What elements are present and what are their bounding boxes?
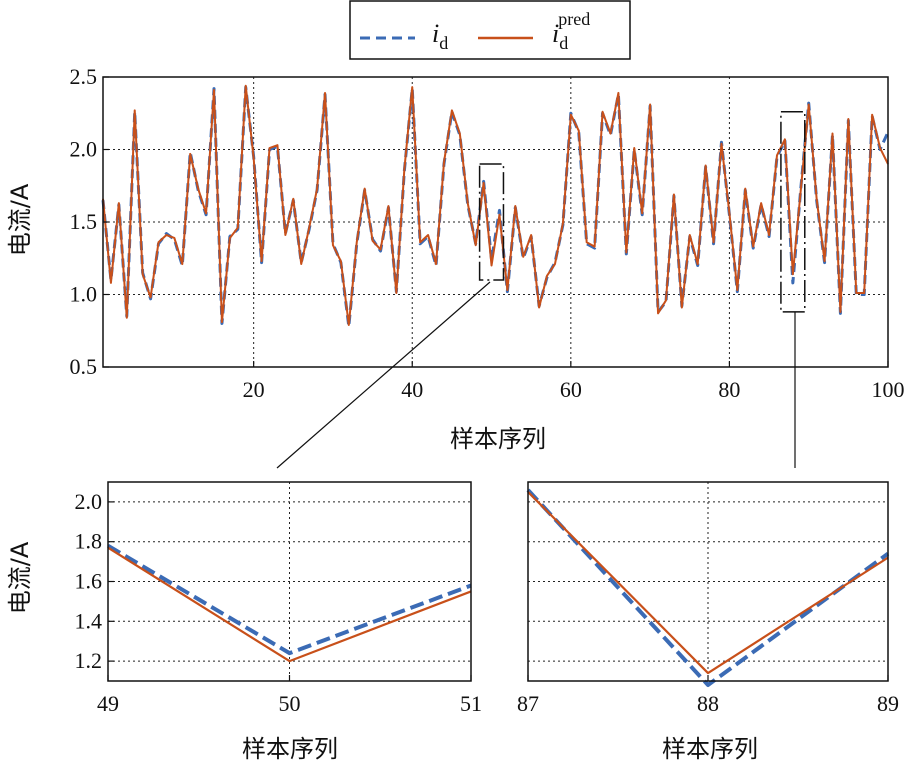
zoom2-x-axis-label: 样本序列 xyxy=(662,735,758,763)
zoom-box xyxy=(780,111,806,313)
x-tick-label: 60 xyxy=(560,377,582,402)
x-tick-label: 80 xyxy=(718,377,740,402)
zoom2-series xyxy=(526,488,890,687)
main-y-ticks: 0.5 1.0 1.5 2.0 2.5 xyxy=(70,64,109,379)
main-x-axis-label: 样本序列 xyxy=(450,425,546,453)
y-tick-label: 1.6 xyxy=(75,569,103,594)
zoom1-x-ticks: 49 50 51 xyxy=(97,675,482,716)
x-tick-label: 89 xyxy=(877,691,899,716)
x-tick-label: 87 xyxy=(517,691,539,716)
main-zoom-boxes xyxy=(478,111,806,313)
x-tick-label: 49 xyxy=(97,691,119,716)
y-tick-label: 1.4 xyxy=(75,608,103,633)
y-tick-label: 1.0 xyxy=(70,282,98,307)
legend-label-id: id xyxy=(432,19,448,53)
zoom1-series xyxy=(106,543,472,663)
y-tick-label: 1.2 xyxy=(75,648,103,673)
legend-label-pred: idpred xyxy=(552,9,590,53)
x-tick-label: 40 xyxy=(401,377,423,402)
series-line-pred xyxy=(107,546,472,663)
x-tick-label: 88 xyxy=(697,691,719,716)
y-tick-label: 2.0 xyxy=(75,489,103,514)
y-tick-label: 2.5 xyxy=(70,64,98,89)
series-line-id xyxy=(106,543,472,656)
x-tick-label: 51 xyxy=(460,691,482,716)
main-series xyxy=(101,84,890,328)
zoom-chart-87-89: 87 88 89 样本序列 xyxy=(517,481,899,763)
main-x-ticks: 20 40 60 80 100 xyxy=(243,361,905,402)
series-line-id xyxy=(526,488,890,687)
legend-box xyxy=(349,0,631,60)
zoom2-x-ticks: 87 88 89 xyxy=(517,675,899,716)
zoom-chart-49-51: 49 50 51 1.2 1.4 1.6 1.8 2.0 样本序列 电流/A xyxy=(6,481,482,763)
x-tick-label: 50 xyxy=(279,691,301,716)
y-tick-label: 0.5 xyxy=(70,354,98,379)
zoom2-grid xyxy=(528,482,888,681)
legend: id idpred xyxy=(349,0,631,60)
connector-left xyxy=(276,281,491,469)
main-chart: 20 40 60 80 100 0.5 1.0 1.5 2.0 2.5 样本序列 电流/A xyxy=(6,64,905,453)
x-tick-label: 20 xyxy=(243,377,265,402)
zoom1-y-axis-label: 电流/A xyxy=(6,541,34,614)
zoom1-y-ticks: 1.2 1.4 1.6 1.8 2.0 xyxy=(75,489,114,673)
y-tick-label: 2.0 xyxy=(70,137,98,162)
zoom1-x-axis-label: 样本序列 xyxy=(242,735,338,763)
zoom-box xyxy=(478,163,505,281)
y-tick-label: 1.5 xyxy=(70,209,98,234)
series-line-pred xyxy=(527,491,889,675)
main-y-axis-label: 电流/A xyxy=(6,183,34,256)
series-line-pred xyxy=(102,84,889,326)
y-tick-label: 1.8 xyxy=(75,529,103,554)
x-tick-label: 100 xyxy=(872,377,905,402)
